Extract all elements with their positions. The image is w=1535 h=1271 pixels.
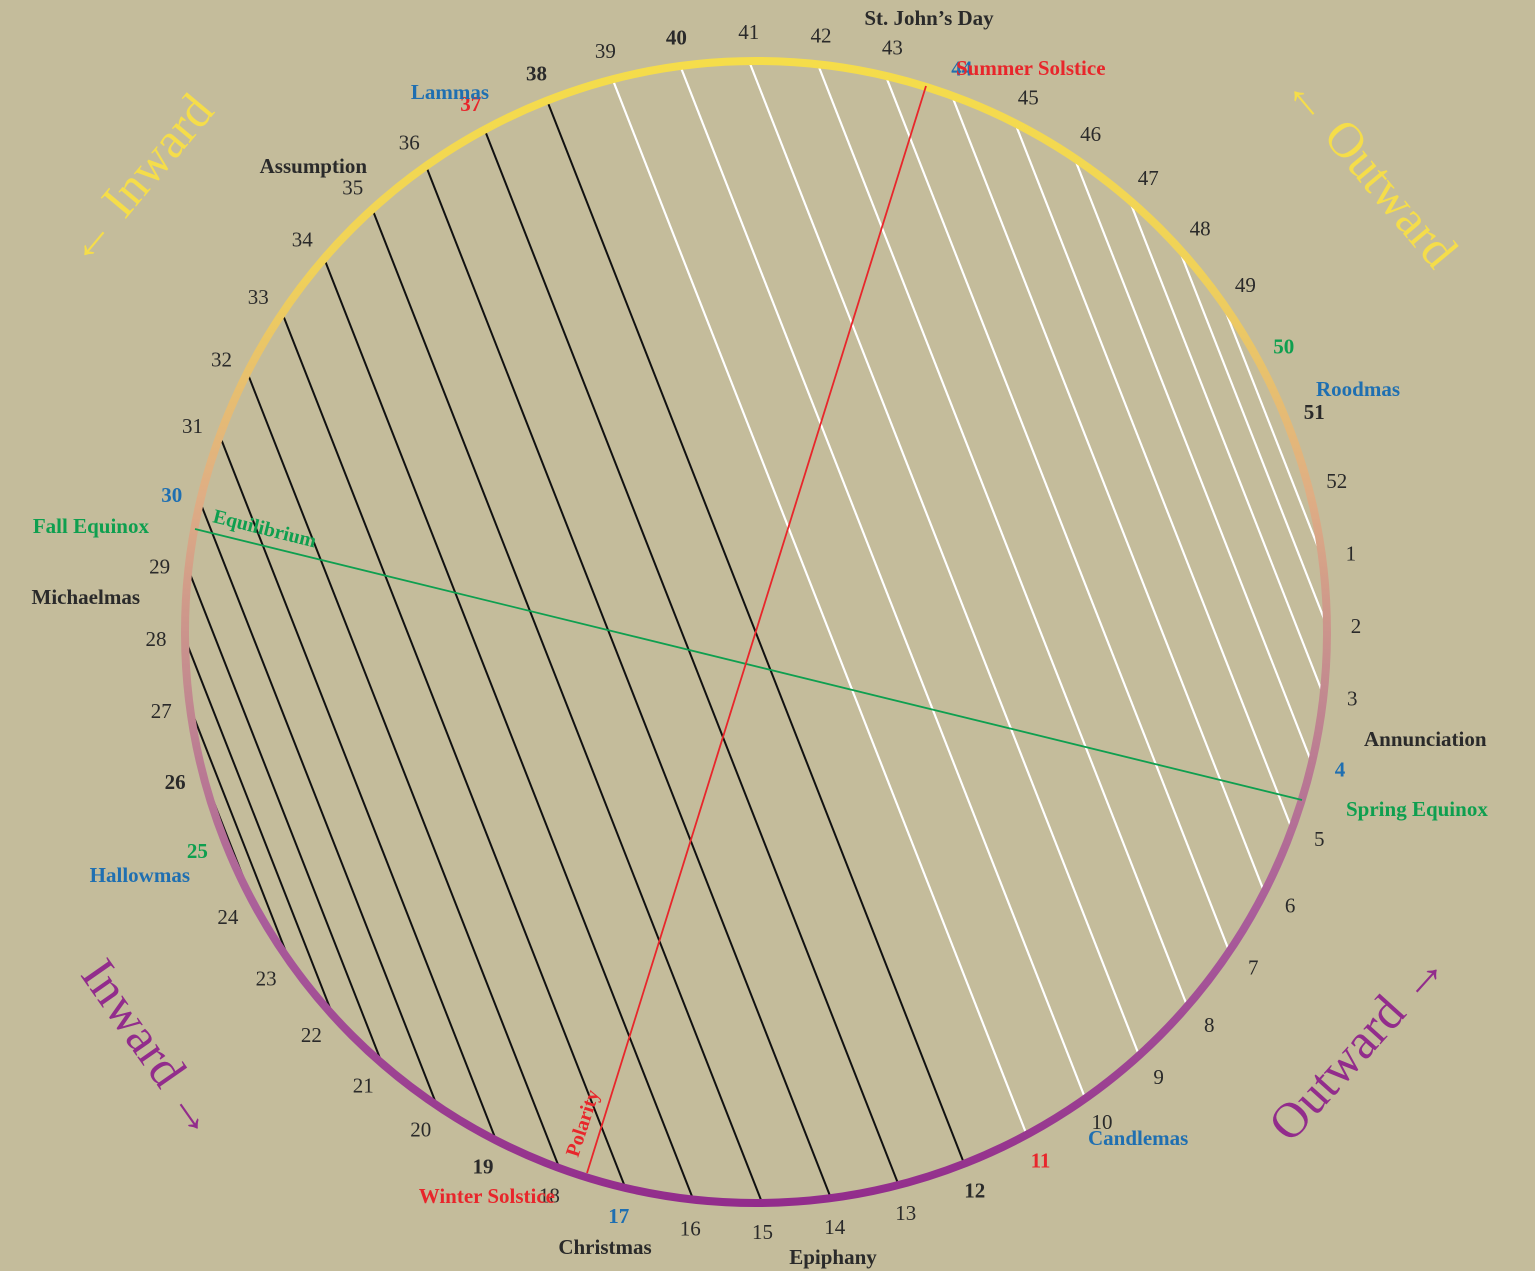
week-chord <box>748 60 1141 1056</box>
week-number: 18 <box>539 1183 560 1207</box>
festival-hallowmas: Hallowmas <box>90 863 190 887</box>
week-number: 19 <box>473 1154 494 1178</box>
festival-michaelmas: Michaelmas <box>32 585 140 609</box>
week-number: 47 <box>1138 166 1159 190</box>
week-chord <box>281 312 627 1189</box>
week-number: 23 <box>256 966 277 990</box>
festival-summer-solstice: Summer Solstice <box>956 56 1106 80</box>
festival-annunciation: Annunciation <box>1364 727 1487 751</box>
week-number: 30 <box>161 483 182 507</box>
festival-christmas: Christmas <box>558 1235 651 1259</box>
week-number: 46 <box>1080 122 1101 146</box>
week-chord <box>1073 157 1313 764</box>
week-chord <box>246 372 561 1169</box>
festival-spring-equinox: Spring Equinox <box>1346 797 1488 821</box>
polarity-axis <box>586 85 927 1174</box>
week-chord <box>884 75 1231 952</box>
week-number: 27 <box>151 699 172 723</box>
week-chord <box>1220 301 1324 558</box>
week-number: 4 <box>1335 758 1346 782</box>
week-number: 42 <box>811 24 832 48</box>
week-numbers: 1234567891011121314151617181920212223242… <box>146 20 1362 1244</box>
week-number: 26 <box>165 770 186 794</box>
week-number: 48 <box>1190 217 1211 241</box>
week-chord <box>1128 199 1325 696</box>
week-number: 20 <box>410 1118 431 1142</box>
week-number: 24 <box>217 905 239 929</box>
week-chord <box>425 165 832 1199</box>
week-number: 3 <box>1347 686 1358 710</box>
week-number: 1 <box>1346 542 1357 566</box>
week-number: 37 <box>460 92 481 116</box>
week-number: 11 <box>1031 1148 1051 1172</box>
week-chord <box>189 706 291 962</box>
festival-epiphany: Epiphany <box>789 1245 877 1269</box>
week-number: 13 <box>895 1201 916 1225</box>
equilibrium-axis <box>194 528 1303 801</box>
week-number: 31 <box>182 414 203 438</box>
week-chord <box>611 78 1028 1136</box>
quadrant-label-bottom-right: Outward → <box>1257 938 1458 1152</box>
week-number: 44 <box>951 56 973 80</box>
week-number: 17 <box>608 1204 629 1228</box>
week-chord <box>371 208 764 1204</box>
week-number: 8 <box>1204 1013 1215 1037</box>
week-number: 22 <box>301 1023 322 1047</box>
week-number: 36 <box>399 130 420 154</box>
year-ring <box>181 57 1331 1207</box>
week-number: 38 <box>526 62 547 86</box>
week-chord <box>184 638 334 1016</box>
week-number: 10 <box>1092 1110 1113 1134</box>
polarity-label: Polarity <box>562 1087 604 1159</box>
quadrant-label-top-right: ← Outward <box>1273 60 1469 278</box>
week-number: 32 <box>211 347 232 371</box>
festival-fall-equinox: Fall Equinox <box>33 514 150 538</box>
week-chord <box>199 501 438 1106</box>
week-number: 45 <box>1018 85 1039 109</box>
week-number: 16 <box>680 1216 701 1240</box>
week-chord <box>218 435 498 1141</box>
week-number: 51 <box>1304 400 1325 424</box>
week-number: 50 <box>1273 334 1294 358</box>
week-number: 2 <box>1351 614 1362 638</box>
quadrant-label-bottom-left: Inward → <box>70 949 233 1148</box>
festival-winter-solstice: Winter Solstice <box>419 1184 555 1208</box>
week-chord <box>816 64 1189 1007</box>
week-number: 15 <box>752 1220 773 1244</box>
week-number: 5 <box>1314 827 1325 851</box>
week-chord <box>1177 247 1328 627</box>
quadrant-label-top-left: ← Inward <box>50 83 224 275</box>
week-number: 28 <box>146 627 167 651</box>
week-chord <box>323 258 695 1200</box>
week-chord <box>187 569 384 1064</box>
festival-roodmas: Roodmas <box>1316 377 1400 401</box>
week-chord <box>483 129 900 1186</box>
week-number: 40 <box>666 25 687 49</box>
week-number: 41 <box>738 20 759 44</box>
week-chord <box>950 95 1266 893</box>
week-number: 33 <box>248 285 269 309</box>
week-chord <box>679 65 1087 1099</box>
week-chord <box>1014 122 1293 830</box>
week-number: 29 <box>149 555 170 579</box>
week-number: 12 <box>964 1179 985 1203</box>
week-number: 43 <box>882 36 903 60</box>
week-number: 35 <box>342 176 363 200</box>
festival-lammas: Lammas <box>411 80 489 104</box>
week-number: 21 <box>353 1074 374 1098</box>
festival-candlemas: Candlemas <box>1088 1126 1188 1150</box>
week-number: 49 <box>1235 273 1256 297</box>
week-number: 7 <box>1248 956 1259 980</box>
week-number: 6 <box>1285 893 1296 917</box>
festival-st-johns-day: St. John’s Day <box>864 6 994 30</box>
week-number: 52 <box>1326 469 1347 493</box>
festival-assumption: Assumption <box>260 154 368 178</box>
week-number: 14 <box>824 1215 846 1239</box>
week-number: 34 <box>292 228 314 252</box>
week-number: 39 <box>595 39 616 63</box>
week-number: 9 <box>1153 1065 1164 1089</box>
week-number: 25 <box>187 839 208 863</box>
